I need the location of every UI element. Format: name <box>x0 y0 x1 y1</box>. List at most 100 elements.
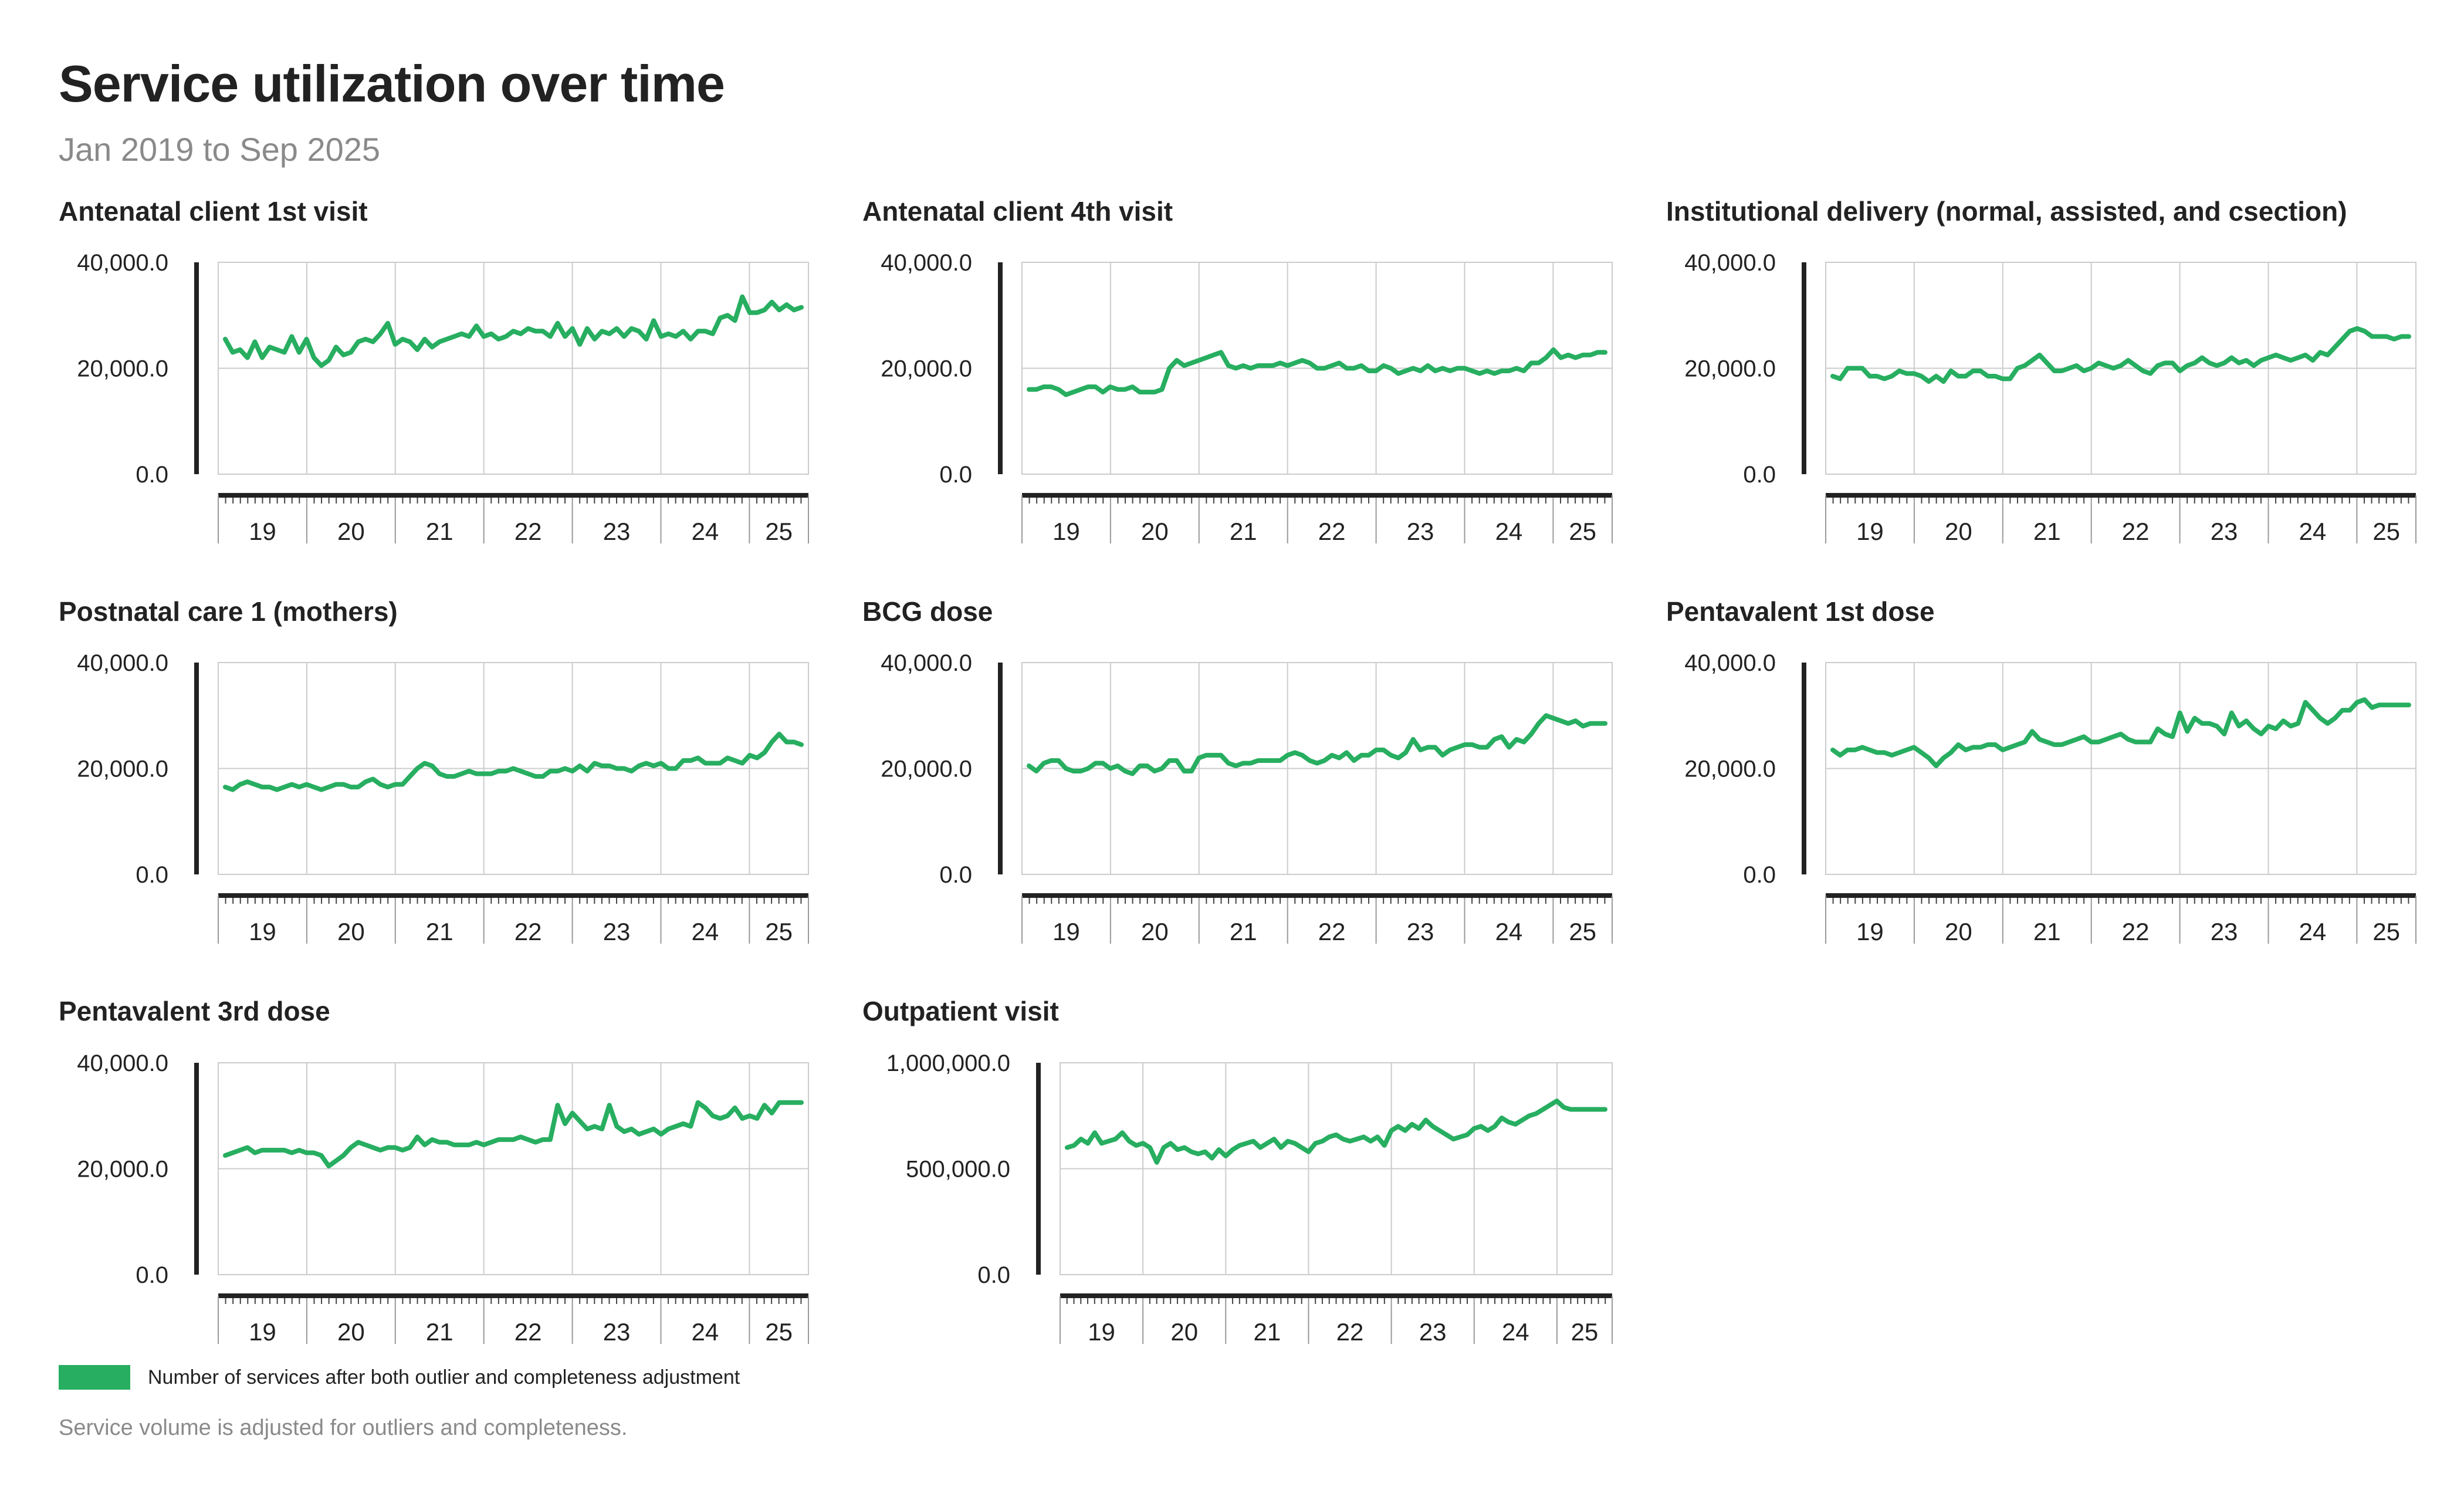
x-tick-label: 24 <box>692 518 719 545</box>
series-line <box>1027 347 1607 397</box>
x-tick-label: 19 <box>249 518 276 545</box>
x-tick-label: 19 <box>249 918 276 945</box>
x-tick-label: 21 <box>1254 1318 1281 1346</box>
series-line <box>223 294 804 368</box>
x-tick-label: 24 <box>2299 918 2327 945</box>
x-tick-label: 22 <box>1318 918 1346 945</box>
x-tick-label: 23 <box>1407 918 1434 945</box>
y-tick-label: 40,000.0 <box>77 1050 168 1076</box>
x-tick-label: 24 <box>1495 518 1523 545</box>
x-tick-label: 21 <box>1230 518 1257 545</box>
x-tick-label: 21 <box>426 918 453 945</box>
x-tick-label: 25 <box>1571 1318 1599 1346</box>
x-tick-label: 24 <box>692 918 719 945</box>
x-tick-label: 20 <box>1945 918 1972 945</box>
x-tick-label: 23 <box>2211 518 2238 545</box>
x-tick-label: 25 <box>1569 918 1596 945</box>
x-tick-label: 22 <box>2122 518 2150 545</box>
x-tick-label: 19 <box>249 1318 276 1346</box>
y-tick-label: 40,000.0 <box>77 250 168 276</box>
x-tick-label: 23 <box>1407 518 1434 545</box>
legend-label: Number of services after both outlier an… <box>148 1366 740 1388</box>
y-tick-label: 20,000.0 <box>77 756 168 782</box>
y-tick-label: 20,000.0 <box>1684 356 1776 382</box>
x-tick-label: 20 <box>1141 918 1169 945</box>
x-tick-label: 22 <box>515 918 542 945</box>
x-tick-label: 23 <box>603 518 631 545</box>
x-tick-label: 19 <box>1856 918 1884 945</box>
chart-panel-1: Antenatal client 1st visit 0.0 20,000.0 40,… <box>59 196 809 545</box>
x-tick-label: 21 <box>426 518 453 545</box>
y-tick-label: 0.0 <box>977 1262 1010 1288</box>
x-tick-label: 24 <box>1502 1318 1529 1346</box>
x-tick-label: 20 <box>1945 518 1972 545</box>
x-tick-label: 23 <box>2211 918 2238 945</box>
footnote: Service volume is adjusted for outliers … <box>59 1415 628 1440</box>
x-tick-label: 22 <box>2122 918 2150 945</box>
x-tick-label: 25 <box>765 1318 793 1346</box>
x-tick-label: 25 <box>1569 518 1596 545</box>
x-tick-label: 21 <box>1230 918 1257 945</box>
x-tick-label: 19 <box>1052 918 1080 945</box>
chart-title: Institutional delivery (normal, assisted… <box>1666 196 2347 227</box>
x-tick-label: 20 <box>1141 518 1169 545</box>
x-tick-label: 19 <box>1856 518 1884 545</box>
y-tick-label: 0.0 <box>939 462 972 488</box>
x-tick-label: 22 <box>1336 1318 1364 1346</box>
x-tick-label: 25 <box>765 518 793 545</box>
x-tick-label: 25 <box>2372 518 2400 545</box>
y-tick-label: 0.0 <box>136 462 168 488</box>
legend-swatch <box>59 1365 130 1390</box>
y-tick-label: 1,000,000.0 <box>886 1050 1010 1076</box>
chart-panel-8: Outpatient visit 0.0 500,000.0 1,000,000.0 1… <box>862 996 1613 1346</box>
chart-panel-7: Pentavalent 3rd dose 0.0 20,000.0 40,000.0 1… <box>59 996 809 1346</box>
y-tick-label: 20,000.0 <box>77 356 168 382</box>
x-tick-label: 20 <box>1170 1318 1198 1346</box>
x-tick-label: 22 <box>515 518 542 545</box>
x-tick-label: 21 <box>2033 518 2061 545</box>
x-tick-label: 24 <box>2299 518 2327 545</box>
x-tick-label: 20 <box>337 918 365 945</box>
x-tick-label: 21 <box>2033 918 2061 945</box>
y-tick-label: 40,000.0 <box>77 650 168 676</box>
x-tick-label: 25 <box>765 918 793 945</box>
x-tick-label: 19 <box>1052 518 1080 545</box>
y-tick-label: 40,000.0 <box>1684 250 1776 276</box>
y-tick-label: 500,000.0 <box>906 1157 1010 1183</box>
x-tick-label: 24 <box>1495 918 1523 945</box>
y-tick-label: 0.0 <box>939 862 972 888</box>
y-tick-label: 0.0 <box>1743 862 1776 888</box>
chart-title: Antenatal client 1st visit <box>59 196 368 227</box>
page-subtitle: Jan 2019 to Sep 2025 <box>59 131 381 168</box>
chart-title: BCG dose <box>862 596 993 627</box>
series-line <box>1830 326 2411 384</box>
y-tick-label: 20,000.0 <box>881 756 972 782</box>
page-title: Service utilization over time <box>59 55 725 113</box>
chart-panel-6: Pentavalent 1st dose 0.0 20,000.0 40,000.0 1… <box>1666 596 2416 945</box>
y-tick-label: 0.0 <box>1743 462 1776 488</box>
x-tick-label: 20 <box>337 1318 365 1346</box>
x-tick-label: 23 <box>1419 1318 1447 1346</box>
y-tick-label: 40,000.0 <box>881 250 972 276</box>
chart-panel-3: Institutional delivery (normal, assisted… <box>1666 196 2416 545</box>
y-tick-label: 20,000.0 <box>77 1157 168 1183</box>
series-line <box>1065 1099 1607 1165</box>
x-tick-label: 20 <box>337 518 365 545</box>
y-tick-label: 40,000.0 <box>1684 650 1776 676</box>
y-tick-label: 20,000.0 <box>881 356 972 382</box>
series-line <box>223 731 804 792</box>
series-line <box>1830 697 2411 768</box>
chart-title: Pentavalent 3rd dose <box>59 996 330 1026</box>
chart-title: Outpatient visit <box>862 996 1059 1026</box>
y-tick-label: 20,000.0 <box>1684 756 1776 782</box>
chart-title: Postnatal care 1 (mothers) <box>59 596 398 627</box>
x-tick-label: 23 <box>603 1318 631 1346</box>
chart-title: Antenatal client 4th visit <box>862 196 1173 227</box>
chart-panel-5: BCG dose 0.0 20,000.0 40,000.0 19 20 21 22 23 24 2… <box>862 596 1613 945</box>
series-line <box>1027 713 1607 776</box>
x-tick-label: 23 <box>603 918 631 945</box>
chart-panel-4: Postnatal care 1 (mothers) 0.0 20,000.0 40,… <box>59 596 809 945</box>
series-line <box>223 1100 804 1168</box>
chart-title: Pentavalent 1st dose <box>1666 596 1935 627</box>
